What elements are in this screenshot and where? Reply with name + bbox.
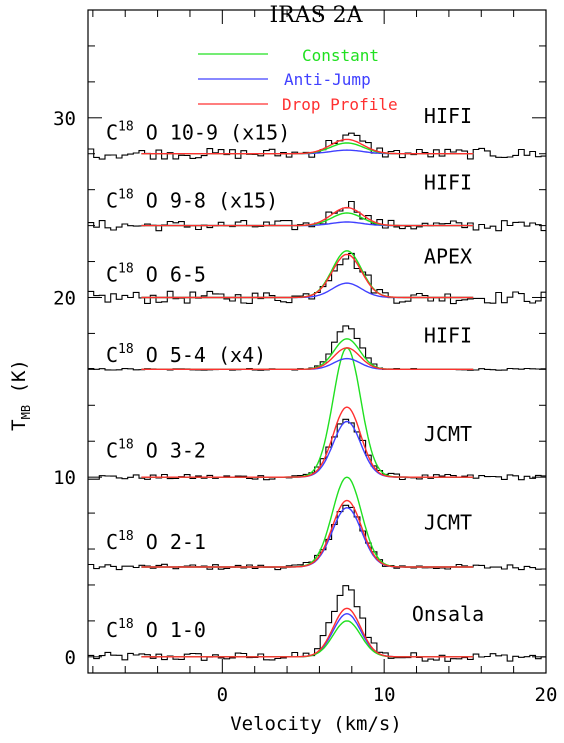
x-tick-label: 10 — [373, 684, 396, 706]
transition-label: C18 O 9-8 (x15) — [106, 188, 278, 213]
transition-label-prefix: C — [106, 530, 118, 554]
x-axis-label: Velocity (km/s) — [230, 713, 402, 735]
transition-label-suffix: O 10-9 (x15) — [134, 120, 291, 144]
transition-label-suffix: O 2-1 — [134, 530, 206, 554]
transition-label: C18 O 2-1 — [106, 529, 206, 554]
transition-label-isotope: 18 — [118, 119, 134, 134]
transition-label-suffix: O 6-5 — [134, 262, 206, 286]
y-tick-label: 0 — [65, 647, 76, 669]
transition-label-prefix: C — [106, 189, 118, 213]
transition-label-isotope: 18 — [118, 437, 134, 452]
transition-label-prefix: C — [106, 618, 118, 642]
telescope-label: HIFI — [424, 323, 472, 347]
transition-label-prefix: C — [106, 120, 118, 144]
transition-label-isotope: 18 — [118, 617, 134, 632]
model-drop-profile — [141, 607, 474, 658]
telescope-label: JCMT — [424, 422, 472, 446]
telescope-label: HIFI — [424, 104, 472, 128]
y-tick-label: 10 — [53, 467, 76, 489]
y-axis-label-main: T — [8, 419, 30, 430]
y-axis-label: TMB (K) — [8, 359, 33, 431]
legend: Constant Anti-Jump Drop Profile — [198, 46, 398, 114]
transition-label-prefix: C — [106, 262, 118, 286]
y-tick-label: 30 — [53, 108, 76, 130]
model-drop-profile — [141, 406, 474, 478]
telescope-label: Onsala — [412, 602, 484, 626]
transition-label-prefix: C — [106, 343, 118, 367]
legend-label-anti-jump: Anti-Jump — [284, 70, 371, 89]
y-axis-label-subscript: MB — [19, 405, 33, 419]
transition-label: C18 O 5-4 (x4) — [106, 342, 266, 367]
telescope-label: HIFI — [424, 171, 472, 195]
model-drop-profile — [141, 347, 474, 370]
transition-label: C18 O 3-2 — [106, 437, 206, 462]
transition-label-prefix: C — [106, 438, 118, 462]
legend-label-drop: Drop Profile — [282, 95, 398, 114]
transition-label-isotope: 18 — [118, 529, 134, 544]
legend-label-constant: Constant — [302, 46, 379, 65]
transition-label: C18 O 1-0 — [106, 617, 206, 642]
transition-label-suffix: O 1-0 — [134, 618, 206, 642]
y-tick-label: 20 — [53, 287, 76, 309]
transition-label-suffix: O 5-4 (x4) — [134, 343, 266, 367]
model-drop-profile — [141, 138, 474, 155]
observed-spectrum — [88, 252, 546, 305]
telescope-label: JCMT — [424, 510, 472, 534]
model-drop-profile — [141, 206, 474, 227]
transition-label: C18 O 6-5 — [106, 261, 206, 286]
plot-frame — [87, 9, 547, 674]
model-drop-profile — [141, 253, 474, 299]
transition-label-isotope: 18 — [118, 342, 134, 357]
spectra-group — [88, 132, 546, 662]
transition-label-suffix: O 9-8 (x15) — [134, 189, 279, 213]
observed-spectrum — [88, 585, 546, 662]
chart-title: IRAS 2A — [269, 3, 363, 28]
model-drop-profile — [141, 499, 474, 568]
axes: 0 10 20 0 10 20 30 — [53, 9, 558, 706]
x-tick-label: 20 — [535, 684, 558, 706]
transition-label-isotope: 18 — [118, 261, 134, 276]
y-axis-label-unit: (K) — [8, 359, 30, 405]
transition-label: C18 O 10-9 (x15) — [106, 119, 290, 144]
transition-label-isotope: 18 — [118, 188, 134, 203]
transition-label-suffix: O 3-2 — [134, 438, 206, 462]
telescope-label: APEX — [424, 244, 472, 268]
x-tick-label: 0 — [217, 684, 228, 706]
